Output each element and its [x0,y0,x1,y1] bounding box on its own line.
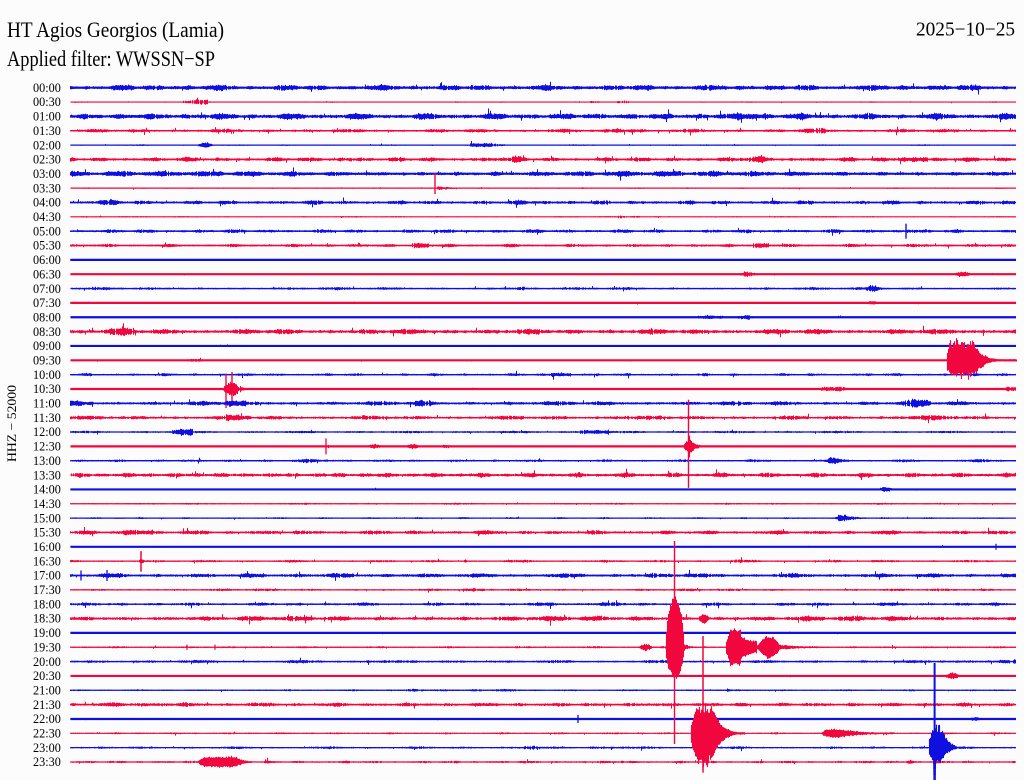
svg-text:10:30: 10:30 [33,382,61,396]
svg-text:13:30: 13:30 [33,468,61,482]
svg-text:Applied filter: WWSSN−SP: Applied filter: WWSSN−SP [7,46,215,71]
svg-text:15:00: 15:00 [33,511,61,525]
svg-text:08:30: 08:30 [33,325,61,339]
svg-text:19:00: 19:00 [33,626,61,640]
svg-text:06:00: 06:00 [33,253,61,267]
svg-text:02:30: 02:30 [33,153,61,167]
svg-text:10:00: 10:00 [33,368,61,382]
svg-text:05:00: 05:00 [33,224,61,238]
svg-text:13:00: 13:00 [33,454,61,468]
svg-text:03:00: 03:00 [33,167,61,181]
svg-text:21:30: 21:30 [33,698,61,712]
svg-text:HHZ − 52000: HHZ − 52000 [4,385,19,462]
svg-text:01:00: 01:00 [33,110,61,124]
svg-text:09:00: 09:00 [33,339,61,353]
svg-text:03:30: 03:30 [33,181,61,195]
svg-text:23:30: 23:30 [33,755,61,769]
svg-text:14:00: 14:00 [33,483,61,497]
svg-text:16:30: 16:30 [33,554,61,568]
svg-text:17:00: 17:00 [33,569,61,583]
svg-text:22:00: 22:00 [33,712,61,726]
svg-text:20:30: 20:30 [33,669,61,683]
svg-text:19:30: 19:30 [33,640,61,654]
svg-text:02:00: 02:00 [33,138,61,152]
svg-text:20:00: 20:00 [33,655,61,669]
svg-text:21:00: 21:00 [33,684,61,698]
svg-text:17:30: 17:30 [33,583,61,597]
svg-text:11:30: 11:30 [33,411,61,425]
svg-text:04:00: 04:00 [33,196,61,210]
svg-text:15:30: 15:30 [33,526,61,540]
svg-text:11:00: 11:00 [33,397,61,411]
svg-text:12:30: 12:30 [33,440,61,454]
svg-text:04:30: 04:30 [33,210,61,224]
svg-text:18:30: 18:30 [33,612,61,626]
svg-text:12:00: 12:00 [33,425,61,439]
svg-text:2025−10−25: 2025−10−25 [916,20,1015,41]
svg-text:HT Agios Georgios (Lamia): HT Agios Georgios (Lamia) [7,17,224,42]
svg-text:00:30: 00:30 [33,95,61,109]
svg-text:05:30: 05:30 [33,239,61,253]
svg-text:01:30: 01:30 [33,124,61,138]
svg-text:08:00: 08:00 [33,311,61,325]
svg-text:14:30: 14:30 [33,497,61,511]
svg-text:16:00: 16:00 [33,540,61,554]
svg-text:07:30: 07:30 [33,296,61,310]
svg-text:22:30: 22:30 [33,727,61,741]
svg-text:18:00: 18:00 [33,597,61,611]
svg-text:00:00: 00:00 [33,81,61,95]
svg-text:07:00: 07:00 [33,282,61,296]
svg-text:06:30: 06:30 [33,267,61,281]
svg-text:23:00: 23:00 [33,741,61,755]
svg-text:09:30: 09:30 [33,354,61,368]
